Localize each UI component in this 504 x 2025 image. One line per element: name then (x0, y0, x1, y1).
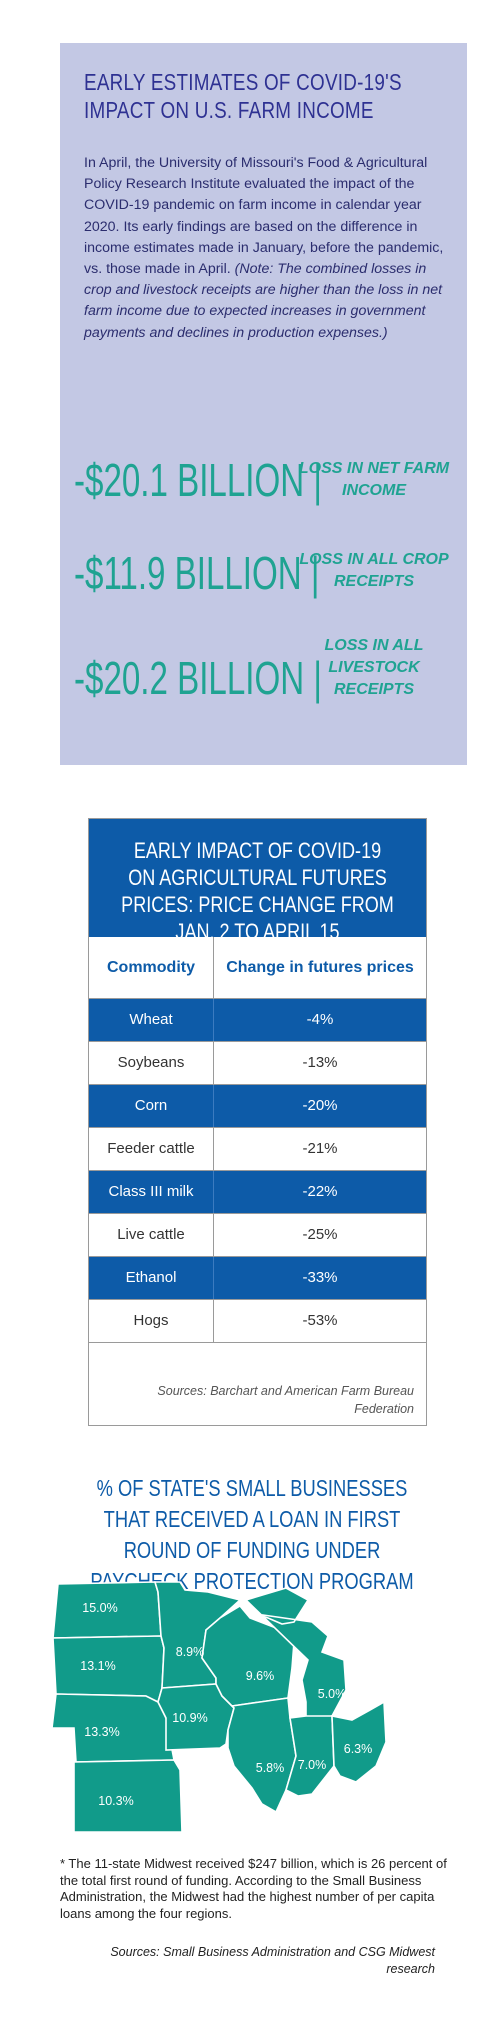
commodity-cell: Class III milk (89, 1171, 214, 1213)
change-cell: -33% (302, 1269, 338, 1286)
futures-table-title: EARLY IMPACT OF COVID-19 ON AGRICULTURAL… (121, 838, 394, 944)
midwest-map: 15.0% 13.1% 13.3% 10.3% 8.9% 10.9% 9.6% … (51, 1581, 387, 1833)
state-value-label: 9.6% (246, 1669, 275, 1683)
farm-income-intro-text: In April, the University of Missouri's F… (84, 155, 444, 278)
commodity-cell: Live cattle (89, 1214, 214, 1256)
change-cell: -25% (302, 1226, 338, 1243)
state-indiana (285, 1715, 335, 1797)
state-michigan (244, 1587, 347, 1721)
stat-crop-receipts: -$11.9 BILLION | LOSS IN ALL CROP RECEIP… (74, 538, 454, 608)
change-cell: -53% (302, 1312, 338, 1329)
table-row: Wheat -4% (89, 999, 426, 1042)
state-value-label: 15.0% (82, 1601, 117, 1615)
commodity-cell: Ethanol (89, 1257, 214, 1299)
stat-net-farm-income: -$20.1 BILLION | LOSS IN NET FARM INCOME (74, 445, 454, 515)
state-value-label: 5.0% (318, 1687, 347, 1701)
ppp-footnote: * The 11-state Midwest received $247 bil… (60, 1856, 447, 1921)
stat-label: LOSS IN ALL CROP RECEIPTS (299, 551, 449, 590)
commodity-cell: Wheat (89, 999, 214, 1041)
state-kansas (73, 1759, 183, 1833)
state-value-label: 10.9% (172, 1711, 207, 1725)
state-value-label: 10.3% (98, 1794, 133, 1808)
change-cell: -21% (302, 1140, 338, 1157)
stat-amount: -$11.9 BILLION | (74, 547, 320, 599)
table-row: Feeder cattle -21% (89, 1128, 426, 1171)
table-row: Corn -20% (89, 1085, 426, 1128)
state-illinois (227, 1697, 297, 1814)
table-row: Soybeans -13% (89, 1042, 426, 1085)
commodity-cell: Soybeans (89, 1042, 214, 1084)
state-value-label: 8.9% (176, 1645, 205, 1659)
table-row: Class III milk -22% (89, 1171, 426, 1214)
state-value-label: 7.0% (298, 1758, 327, 1772)
stat-label: LOSS IN NET FARM INCOME (298, 460, 450, 499)
change-cell: -13% (302, 1054, 338, 1071)
commodity-cell: Feeder cattle (89, 1128, 214, 1170)
farm-income-intro: In April, the University of Missouri's F… (84, 153, 454, 344)
commodity-cell: Corn (89, 1085, 214, 1127)
commodity-cell: Hogs (89, 1300, 214, 1342)
futures-table: EARLY IMPACT OF COVID-19 ON AGRICULTURAL… (88, 818, 427, 1426)
state-value-label: 13.3% (84, 1725, 119, 1739)
table-row: Live cattle -25% (89, 1214, 426, 1257)
ppp-source: Sources: Small Business Administration a… (110, 1945, 435, 1976)
futures-table-header: EARLY IMPACT OF COVID-19 ON AGRICULTURAL… (89, 819, 426, 944)
table-header-row: Commodity Change in futures prices (89, 937, 426, 999)
change-cell: -20% (302, 1097, 338, 1114)
state-ohio (331, 1700, 387, 1783)
table-row: Ethanol -33% (89, 1257, 426, 1300)
column-header-commodity: Commodity (89, 937, 214, 998)
futures-source: Sources: Barchart and American Farm Bure… (157, 1384, 414, 1416)
column-header-change: Change in futures prices (226, 959, 414, 976)
state-value-label: 6.3% (344, 1742, 373, 1756)
stat-label: LOSS IN ALL LIVESTOCK RECEIPTS (324, 637, 424, 698)
farm-income-note: (Note: The combined losses in crop and l… (84, 261, 443, 341)
farm-income-panel: EARLY ESTIMATES OF COVID-19'S IMPACT ON … (60, 43, 467, 765)
stat-livestock-receipts: -$20.2 BILLION | LOSS IN ALL LIVESTOCK R… (74, 637, 454, 713)
stat-amount: -$20.2 BILLION | (74, 652, 322, 704)
change-cell: -4% (306, 1011, 334, 1028)
state-value-label: 5.8% (256, 1761, 285, 1775)
stat-amount: -$20.1 BILLION | (74, 454, 322, 506)
farm-income-title: EARLY ESTIMATES OF COVID-19'S IMPACT ON … (84, 69, 402, 123)
change-cell: -22% (302, 1183, 338, 1200)
state-value-label: 13.1% (80, 1659, 115, 1673)
table-row: Hogs -53% (89, 1300, 426, 1343)
